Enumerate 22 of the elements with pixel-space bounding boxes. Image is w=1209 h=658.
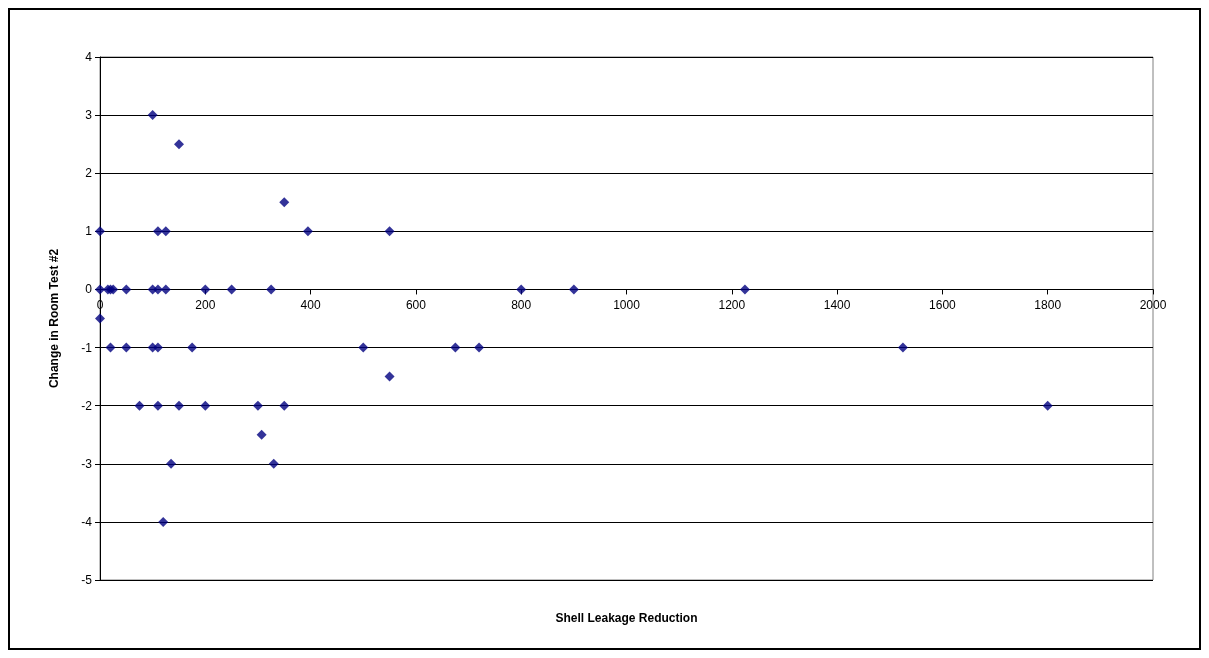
x-tick-label: 800 (511, 298, 532, 313)
y-tick-label: -5 (81, 573, 93, 587)
y-tick-label: 0 (85, 282, 93, 297)
x-tick-label: 200 (195, 298, 216, 313)
y-tick-label: -2 (81, 398, 93, 413)
y-tick-label: -1 (81, 340, 93, 355)
x-tick-label: 1200 (718, 298, 746, 313)
x-tick-label: 1000 (613, 298, 641, 313)
x-tick-label: 1400 (823, 298, 851, 313)
x-tick-label: 1600 (929, 298, 957, 313)
x-tick-label: 600 (405, 298, 427, 313)
y-tick-label: 4 (85, 50, 93, 64)
x-tick-label: 400 (300, 298, 321, 313)
y-tick-label: -3 (81, 456, 93, 471)
x-tick-label: 1800 (1034, 298, 1062, 313)
x-tick-label: 2000 (1139, 298, 1167, 313)
y-tick-label: 1 (85, 224, 93, 239)
x-axis-title: Shell Leakage Reduction (555, 611, 698, 625)
y-tick-label: -4 (81, 514, 93, 529)
y-tick-label: 3 (85, 108, 93, 123)
y-tick-label: 2 (85, 166, 93, 181)
y-axis-title: Change in Room Test #2 (47, 248, 61, 389)
